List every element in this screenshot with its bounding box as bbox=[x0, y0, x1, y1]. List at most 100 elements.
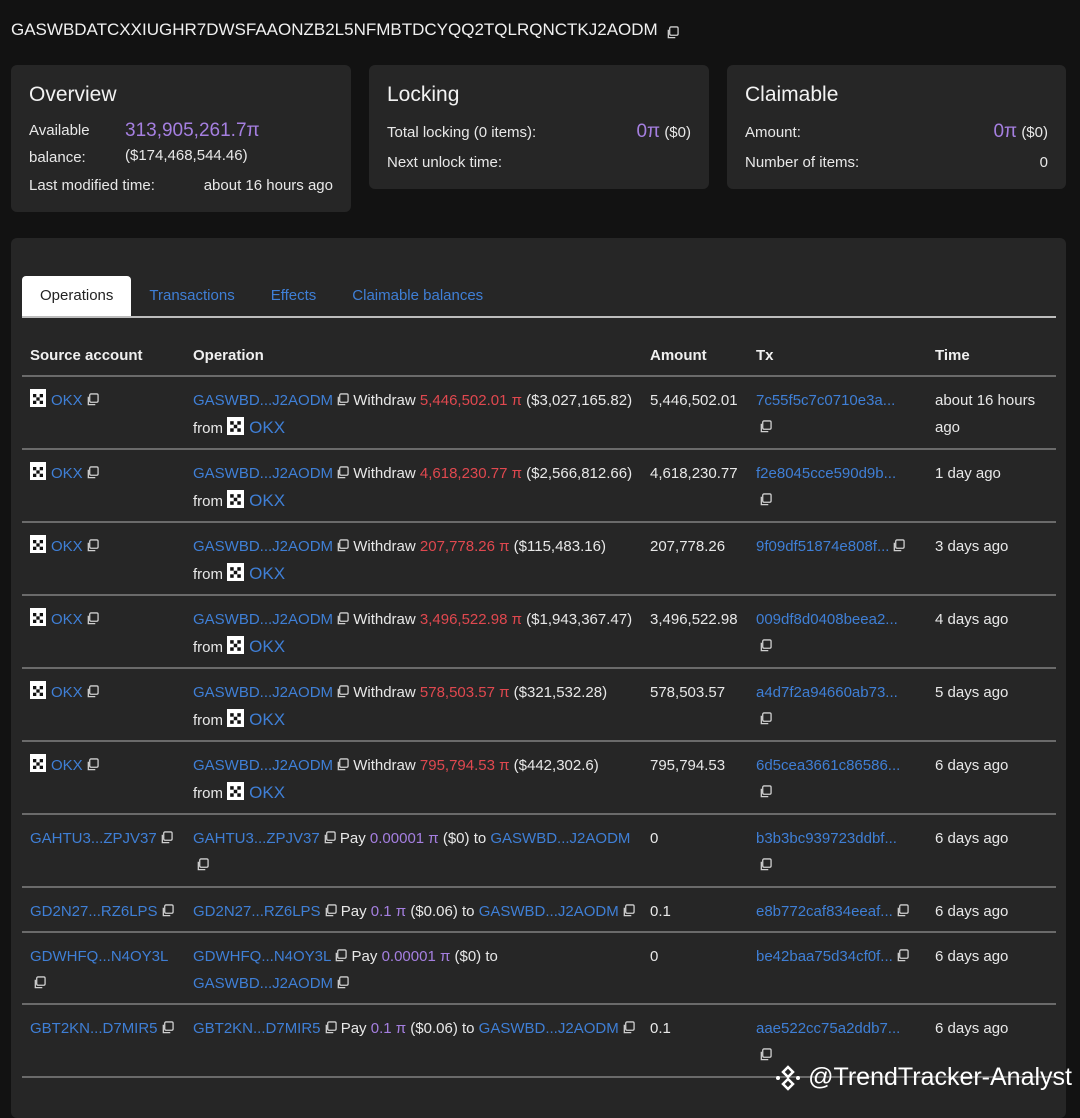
tx-hash-link[interactable]: 9f09df51874e808f... bbox=[756, 538, 890, 555]
copy-icon[interactable] bbox=[622, 899, 635, 917]
tx-hash-link[interactable]: b3b3bc939723ddbf... bbox=[756, 830, 897, 847]
operation-account-link[interactable]: GASWBD...J2AODM bbox=[193, 538, 334, 555]
tx-hash-link[interactable]: be42baa75d34cf0f... bbox=[756, 948, 893, 965]
operation-cell: GASWBD...J2AODM Withdraw 5,446,502.01 π … bbox=[193, 387, 643, 442]
counterparty-link[interactable]: OKX bbox=[249, 418, 286, 437]
counterparty-link[interactable]: GASWBD...J2AODM bbox=[478, 1020, 619, 1037]
okx-logo-icon bbox=[30, 535, 46, 553]
source-account-cell: GAHTU3...ZPJV37 bbox=[30, 825, 190, 852]
operation-usd: ($3,027,165.82) bbox=[526, 392, 633, 409]
operation-account-link[interactable]: GASWBD...J2AODM bbox=[193, 611, 334, 628]
source-account-link[interactable]: OKX bbox=[51, 684, 83, 701]
tx-hash-link[interactable]: 6d5cea3661c86586... bbox=[756, 757, 901, 774]
counterparty-link[interactable]: OKX bbox=[249, 783, 286, 802]
copy-icon[interactable] bbox=[759, 415, 772, 433]
source-account-link[interactable]: OKX bbox=[51, 757, 83, 774]
copy-icon[interactable] bbox=[160, 826, 173, 844]
source-account-link[interactable]: GD2N27...RZ6LPS bbox=[30, 903, 158, 920]
operation-account-link[interactable]: GDWHFQ...N4OY3L bbox=[193, 948, 332, 965]
tx-hash-link[interactable]: a4d7f2a94660ab73... bbox=[756, 684, 898, 701]
counterparty-link[interactable]: OKX bbox=[249, 491, 286, 510]
copy-icon[interactable] bbox=[86, 534, 99, 552]
tx-hash-link[interactable]: 009df8d0408beea2... bbox=[756, 611, 898, 628]
copy-icon[interactable] bbox=[336, 388, 349, 406]
copy-icon[interactable] bbox=[196, 853, 209, 871]
source-account-link[interactable]: OKX bbox=[51, 611, 83, 628]
table-row: GD2N27...RZ6LPS GD2N27...RZ6LPS Pay 0.1 … bbox=[22, 888, 1056, 933]
counterparty-link[interactable]: GASWBD...J2AODM bbox=[490, 830, 631, 847]
locking-title: Locking bbox=[387, 83, 460, 106]
modified-value: about 16 hours ago bbox=[203, 177, 333, 194]
copy-icon[interactable] bbox=[323, 826, 336, 844]
copy-icon[interactable] bbox=[336, 461, 349, 479]
source-account-link[interactable]: GAHTU3...ZPJV37 bbox=[30, 830, 157, 847]
copy-icon[interactable] bbox=[334, 944, 348, 962]
operation-type: Withdraw bbox=[353, 684, 416, 701]
copy-icon[interactable] bbox=[324, 1016, 337, 1034]
operation-usd: ($321,532.28) bbox=[513, 684, 608, 701]
copy-icon[interactable] bbox=[336, 680, 349, 698]
source-account-link[interactable]: OKX bbox=[51, 392, 83, 409]
source-account-link[interactable]: GBT2KN...D7MIR5 bbox=[30, 1020, 158, 1037]
operation-usd: ($442,302.6) bbox=[513, 757, 599, 774]
operation-usd: ($2,566,812.66) bbox=[526, 465, 633, 482]
operation-account-link[interactable]: GD2N27...RZ6LPS bbox=[193, 903, 321, 920]
copy-icon[interactable] bbox=[161, 1016, 174, 1034]
operation-amount: 0.1 π bbox=[370, 1020, 407, 1037]
okx-logo-icon bbox=[30, 681, 46, 699]
counterparty-link[interactable]: OKX bbox=[249, 637, 286, 656]
operation-account-link[interactable]: GASWBD...J2AODM bbox=[193, 392, 334, 409]
source-account-link[interactable]: GDWHFQ...N4OY3L bbox=[30, 948, 169, 965]
copy-icon[interactable] bbox=[336, 534, 349, 552]
copy-icon[interactable] bbox=[759, 634, 772, 652]
tx-hash-link[interactable]: aae522cc75a2ddb7... bbox=[756, 1020, 901, 1037]
operation-account-link[interactable]: GASWBD...J2AODM bbox=[193, 684, 334, 701]
tx-hash-link[interactable]: e8b772caf834eeaf... bbox=[756, 903, 893, 920]
copy-icon[interactable] bbox=[759, 853, 772, 871]
copy-icon[interactable] bbox=[896, 944, 909, 962]
copy-icon[interactable] bbox=[336, 971, 349, 989]
operation-account-link[interactable]: GASWBD...J2AODM bbox=[193, 465, 334, 482]
copy-icon[interactable] bbox=[666, 24, 679, 38]
source-account-cell: OKX bbox=[30, 387, 190, 414]
tx-cell: be42baa75d34cf0f... bbox=[756, 943, 926, 970]
operation-account-link[interactable]: GBT2KN...D7MIR5 bbox=[193, 1020, 321, 1037]
copy-icon[interactable] bbox=[759, 488, 772, 506]
table-row: GDWHFQ...N4OY3L GDWHFQ...N4OY3L Pay 0.00… bbox=[22, 933, 1056, 1005]
table-row: OKX GASWBD...J2AODM Withdraw 4,618,230.7… bbox=[22, 450, 1056, 523]
operation-amount: 207,778.26 π bbox=[419, 538, 510, 555]
counterparty-link[interactable]: GASWBD...J2AODM bbox=[193, 975, 334, 992]
source-account-link[interactable]: OKX bbox=[51, 538, 83, 555]
counterparty-link[interactable]: GASWBD...J2AODM bbox=[478, 903, 619, 920]
tab-claimable-balances[interactable]: Claimable balances bbox=[352, 287, 484, 304]
copy-icon[interactable] bbox=[759, 707, 772, 725]
copy-icon[interactable] bbox=[336, 753, 349, 771]
copy-icon[interactable] bbox=[324, 899, 337, 917]
total-locking-value: 0π bbox=[636, 121, 661, 142]
tx-hash-link[interactable]: 7c55f5c7c0710e3a... bbox=[756, 392, 896, 409]
counterparty-link[interactable]: OKX bbox=[249, 564, 286, 583]
copy-icon[interactable] bbox=[86, 388, 99, 406]
source-account-link[interactable]: OKX bbox=[51, 465, 83, 482]
copy-icon[interactable] bbox=[86, 461, 99, 479]
copy-icon[interactable] bbox=[86, 680, 99, 698]
copy-icon[interactable] bbox=[336, 607, 349, 625]
operation-account-link[interactable]: GASWBD...J2AODM bbox=[193, 757, 334, 774]
copy-icon[interactable] bbox=[892, 534, 906, 552]
copy-icon[interactable] bbox=[896, 899, 909, 917]
tx-hash-link[interactable]: f2e8045cce590d9b... bbox=[756, 465, 897, 482]
copy-icon[interactable] bbox=[161, 899, 174, 917]
tab-effects[interactable]: Effects bbox=[270, 287, 317, 304]
counterparty-link[interactable]: OKX bbox=[249, 710, 286, 729]
operation-amount: 0.00001 π bbox=[369, 830, 439, 847]
copy-icon[interactable] bbox=[86, 607, 99, 625]
operation-account-link[interactable]: GAHTU3...ZPJV37 bbox=[193, 830, 320, 847]
time-cell: 3 days ago bbox=[935, 538, 1009, 555]
copy-icon[interactable] bbox=[759, 780, 772, 798]
copy-icon[interactable] bbox=[759, 1043, 772, 1061]
copy-icon[interactable] bbox=[33, 971, 46, 989]
copy-icon[interactable] bbox=[86, 753, 99, 771]
copy-icon[interactable] bbox=[622, 1016, 635, 1034]
tab-transactions[interactable]: Transactions bbox=[149, 287, 235, 304]
tab-operations[interactable]: Operations bbox=[22, 276, 132, 316]
